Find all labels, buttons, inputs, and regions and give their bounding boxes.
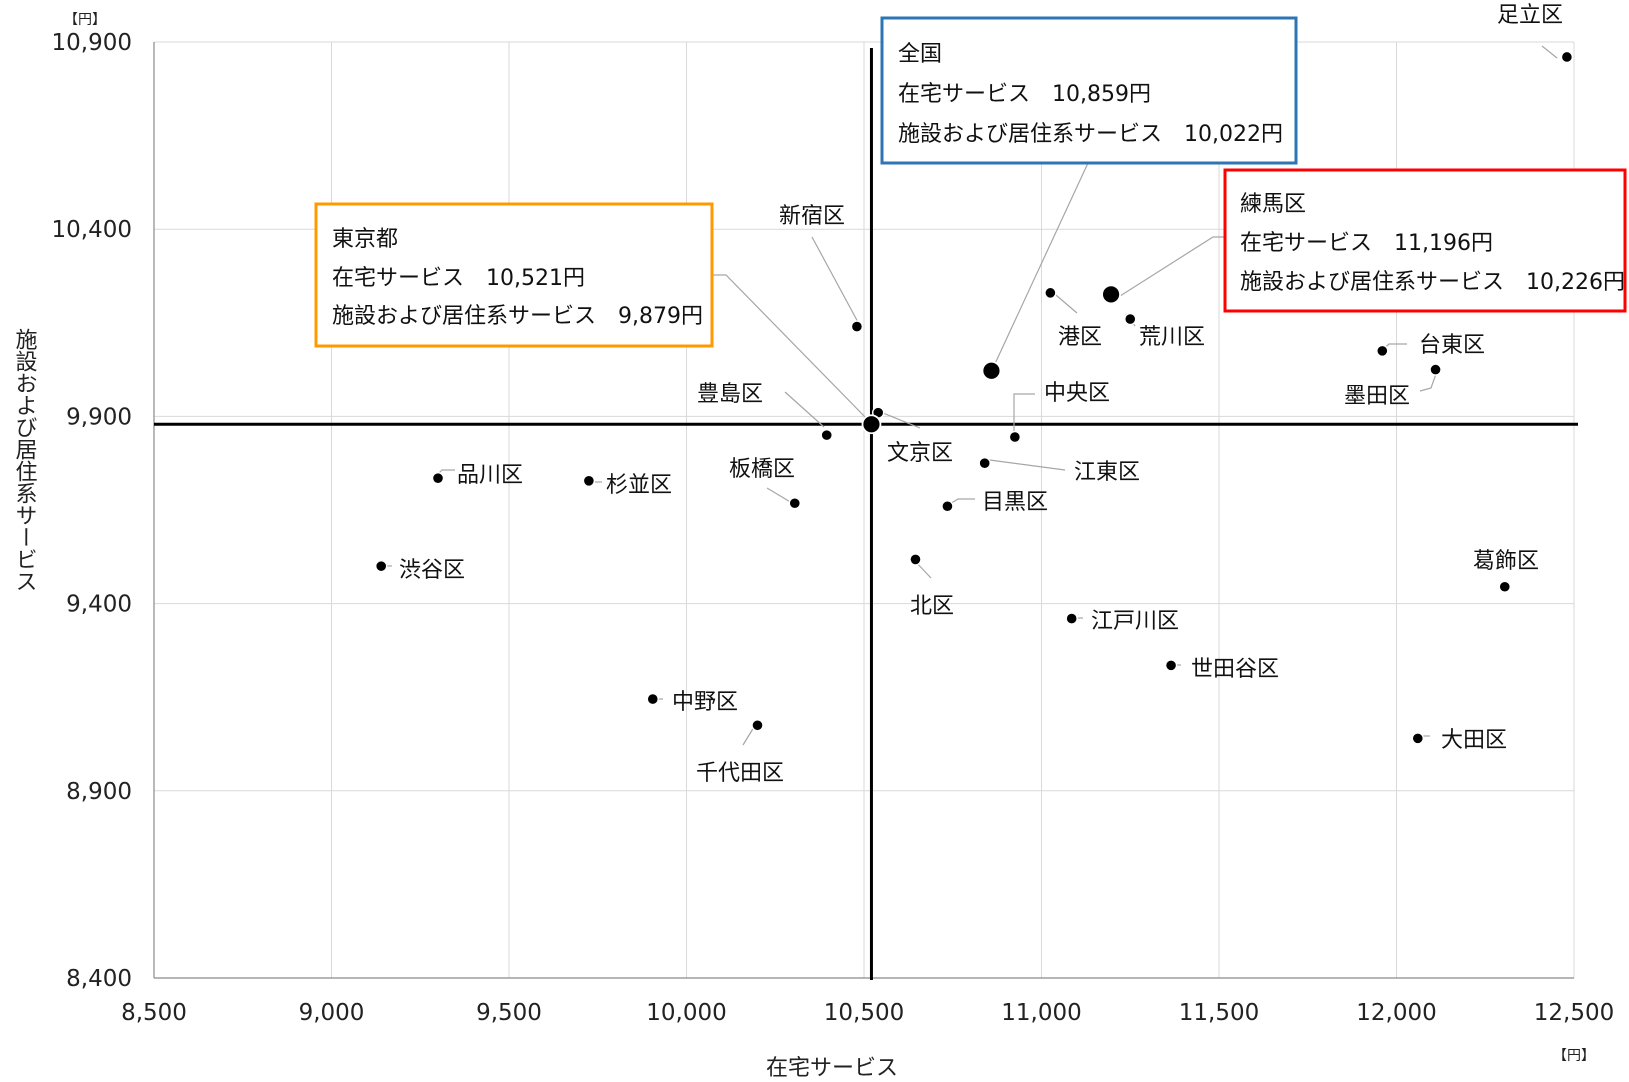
national-callout-box xyxy=(880,16,1298,165)
tokyo-callout-line-2: 施設および居住系サービス 9,879円 xyxy=(332,304,703,329)
y-tick-label: 10,900 xyxy=(52,30,132,56)
ward-point[interactable] xyxy=(978,457,991,470)
tokyo-callout-title: 東京都 xyxy=(332,227,398,252)
ward-point[interactable] xyxy=(941,500,954,513)
x-tick-label: 11,000 xyxy=(1001,1000,1081,1026)
point-leader-line xyxy=(1419,370,1438,392)
ward-label: 渋谷区 xyxy=(399,558,465,583)
ward-label: 港区 xyxy=(1058,325,1102,350)
tokyo-callout-leader-line xyxy=(712,274,870,422)
nerima-highlight-point[interactable] xyxy=(1101,284,1121,305)
ward-point[interactable] xyxy=(1560,50,1574,64)
national-callout-title: 全国 xyxy=(898,42,942,67)
ward-label: 江東区 xyxy=(1074,460,1140,485)
point-leader-line xyxy=(766,487,793,504)
ward-label: 江戸川区 xyxy=(1091,609,1179,634)
y-axis-title: 施設および居住系サービス xyxy=(12,328,38,592)
ward-label: 品川区 xyxy=(457,463,523,488)
point-leader-line xyxy=(811,236,860,325)
y-tick-label: 8,900 xyxy=(66,779,132,805)
point-leader-line xyxy=(877,410,921,429)
y-tick-label: 9,400 xyxy=(66,592,132,618)
ward-label: 墨田区 xyxy=(1344,384,1410,409)
ward-label: 豊島区 xyxy=(697,382,763,407)
point-leader-line xyxy=(981,458,1066,471)
ward-point[interactable] xyxy=(1065,612,1078,625)
nerima-callout-title: 練馬区 xyxy=(1240,192,1306,217)
ward-point[interactable] xyxy=(1376,344,1389,358)
ward-label: 板橋区 xyxy=(729,457,795,482)
ward-point[interactable] xyxy=(820,428,833,442)
ward-label: 台東区 xyxy=(1419,333,1485,358)
tokyo-highlight-point[interactable] xyxy=(861,414,882,435)
nerima-callout-line-2: 施設および居住系サービス 10,226円 xyxy=(1240,270,1625,295)
ward-point[interactable] xyxy=(1124,312,1137,326)
ward-label: 新宿区 xyxy=(779,204,845,229)
ward-point[interactable] xyxy=(1008,430,1022,444)
ward-point[interactable] xyxy=(375,559,388,573)
ward-point[interactable] xyxy=(751,719,764,732)
national-callout-leader-line xyxy=(992,162,1089,369)
ward-point[interactable] xyxy=(1411,732,1425,745)
ward-point[interactable] xyxy=(788,497,801,510)
y-tick-label: 9,900 xyxy=(66,404,132,430)
y-tick-label: 10,400 xyxy=(52,217,132,243)
x-tick-label: 8,500 xyxy=(121,1000,187,1026)
ward-point[interactable] xyxy=(1044,286,1057,300)
nerima-callout-line-1: 在宅サービス 11,196円 xyxy=(1240,231,1493,256)
ward-point[interactable] xyxy=(431,471,445,485)
ward-point[interactable] xyxy=(1429,363,1442,376)
ward-label: 杉並区 xyxy=(606,473,672,498)
point-leader-line xyxy=(1013,393,1035,432)
national-callout-line-1: 在宅サービス 10,859円 xyxy=(898,82,1151,107)
point-leader-line xyxy=(1541,45,1558,59)
ward-label: 大田区 xyxy=(1441,728,1507,753)
nerima-callout-box xyxy=(1223,168,1627,313)
x-tick-label: 9,500 xyxy=(476,1000,542,1026)
ward-label: 世田谷区 xyxy=(1191,657,1279,682)
ward-label: 足立区 xyxy=(1497,3,1563,28)
ward-label: 目黒区 xyxy=(982,490,1048,515)
x-tick-label: 12,500 xyxy=(1534,1000,1614,1026)
ward-point[interactable] xyxy=(850,320,864,333)
x-unit-label: 【円】 xyxy=(1553,1048,1595,1064)
x-tick-label: 12,000 xyxy=(1356,1000,1436,1026)
ward-label: 荒川区 xyxy=(1139,325,1205,350)
nerima-callout-leader-line xyxy=(1119,236,1225,297)
ward-label: 北区 xyxy=(910,594,954,619)
point-leader-line xyxy=(742,726,755,746)
tokyo-callout-line-1: 在宅サービス 10,521円 xyxy=(332,266,585,291)
ward-label: 中央区 xyxy=(1044,381,1110,406)
x-axis-title: 在宅サービス xyxy=(766,1056,898,1081)
ward-point[interactable] xyxy=(909,553,922,566)
x-tick-label: 10,000 xyxy=(646,1000,726,1026)
national-callout-line-2: 施設および居住系サービス 10,022円 xyxy=(898,122,1283,147)
x-tick-label: 10,500 xyxy=(824,1000,904,1026)
ward-point[interactable] xyxy=(582,474,596,487)
y-unit-label: 【円】 xyxy=(64,12,106,28)
ward-point[interactable] xyxy=(1498,580,1511,593)
x-tick-label: 9,000 xyxy=(299,1000,365,1026)
x-tick-label: 11,500 xyxy=(1179,1000,1259,1026)
y-tick-label: 8,400 xyxy=(66,966,132,992)
point-leader-line xyxy=(784,391,825,428)
ward-label: 葛飾区 xyxy=(1473,549,1539,574)
ward-label: 文京区 xyxy=(887,441,953,466)
tokyo-callout-box xyxy=(314,202,714,348)
ward-label: 千代田区 xyxy=(696,761,784,786)
ward-label: 中野区 xyxy=(672,690,738,715)
ward-point[interactable] xyxy=(1164,659,1178,672)
ward-point[interactable] xyxy=(646,692,659,706)
national-highlight-point[interactable] xyxy=(981,360,1002,381)
